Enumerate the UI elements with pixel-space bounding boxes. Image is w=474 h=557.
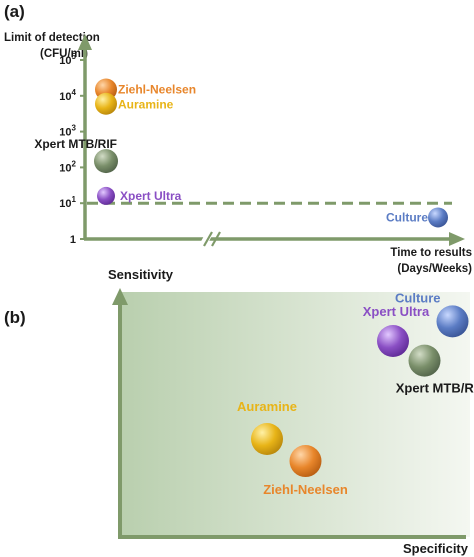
- point-culture: [436, 305, 469, 338]
- point-auramine: [95, 92, 117, 115]
- y-tick-label: 105: [59, 52, 76, 67]
- panel-a-points: Ziehl-Neelsen Auramine Xpert MTB/RIF Xpert …: [34, 78, 448, 228]
- point-label-auramine: Auramine: [237, 399, 297, 414]
- point-label-auramine: Auramine: [118, 98, 174, 112]
- panel-a-axis-break: [199, 231, 221, 247]
- panel-a-x-axis-arrow: [449, 232, 465, 246]
- point-auramine: [251, 423, 283, 455]
- point-label-culture: Culture: [395, 290, 441, 305]
- panel-a-ylabel-line1: Limit of detection: [4, 32, 100, 44]
- point-label-culture: Culture: [386, 210, 428, 224]
- point-culture: [428, 207, 448, 228]
- panel-a-xlabel-line1: Time to results: [390, 247, 472, 259]
- y-tick-label: 102: [59, 159, 76, 174]
- panel-a-ylabel-line2: (CFU/ml): [40, 48, 88, 60]
- point-xpert-ultra: [377, 325, 409, 357]
- panel-a: (a) Limit of detection (CFU/ml) 11011021…: [4, 2, 472, 275]
- panel-b-ylabel: Sensitivity: [108, 267, 174, 282]
- point-label-ziehl-neelsen: Ziehl-Neelsen: [263, 482, 348, 497]
- panel-b-background: [120, 292, 470, 537]
- panel-a-y-axis-arrow: [78, 34, 92, 50]
- y-tick-label: 103: [59, 124, 76, 139]
- point-label-xpert-mtb-rif: Xpert MTB/RIF: [396, 381, 474, 396]
- y-tick-label: 1: [70, 234, 76, 246]
- panel-b-xlabel: Specificity: [403, 541, 469, 556]
- point-xpert-mtb-rif: [408, 344, 441, 377]
- point-xpert-mtb-rif: [94, 149, 118, 174]
- panel-a-label: (a): [4, 2, 25, 21]
- panel-a-xlabel-line2: (Days/Weeks): [397, 263, 472, 275]
- point-label-xpert-ultra: Xpert Ultra: [120, 189, 182, 203]
- panel-b-y-axis-arrow: [112, 288, 128, 305]
- point-ziehl-neelsen: [289, 445, 322, 478]
- point-label-xpert-mtb-rif: Xpert MTB/RIF: [34, 137, 117, 151]
- panel-a-y-ticks: 1 101 102 103 104 105: [59, 52, 85, 246]
- y-tick-label: 101: [59, 195, 76, 210]
- y-tick-label: 104: [59, 88, 76, 103]
- point-label-ziehl-neelsen: Ziehl-Neelsen: [118, 82, 196, 96]
- panel-b-label: (b): [4, 308, 26, 327]
- point-xpert-ultra: [97, 186, 115, 205]
- point-label-xpert-ultra: Xpert Ultra: [363, 304, 430, 319]
